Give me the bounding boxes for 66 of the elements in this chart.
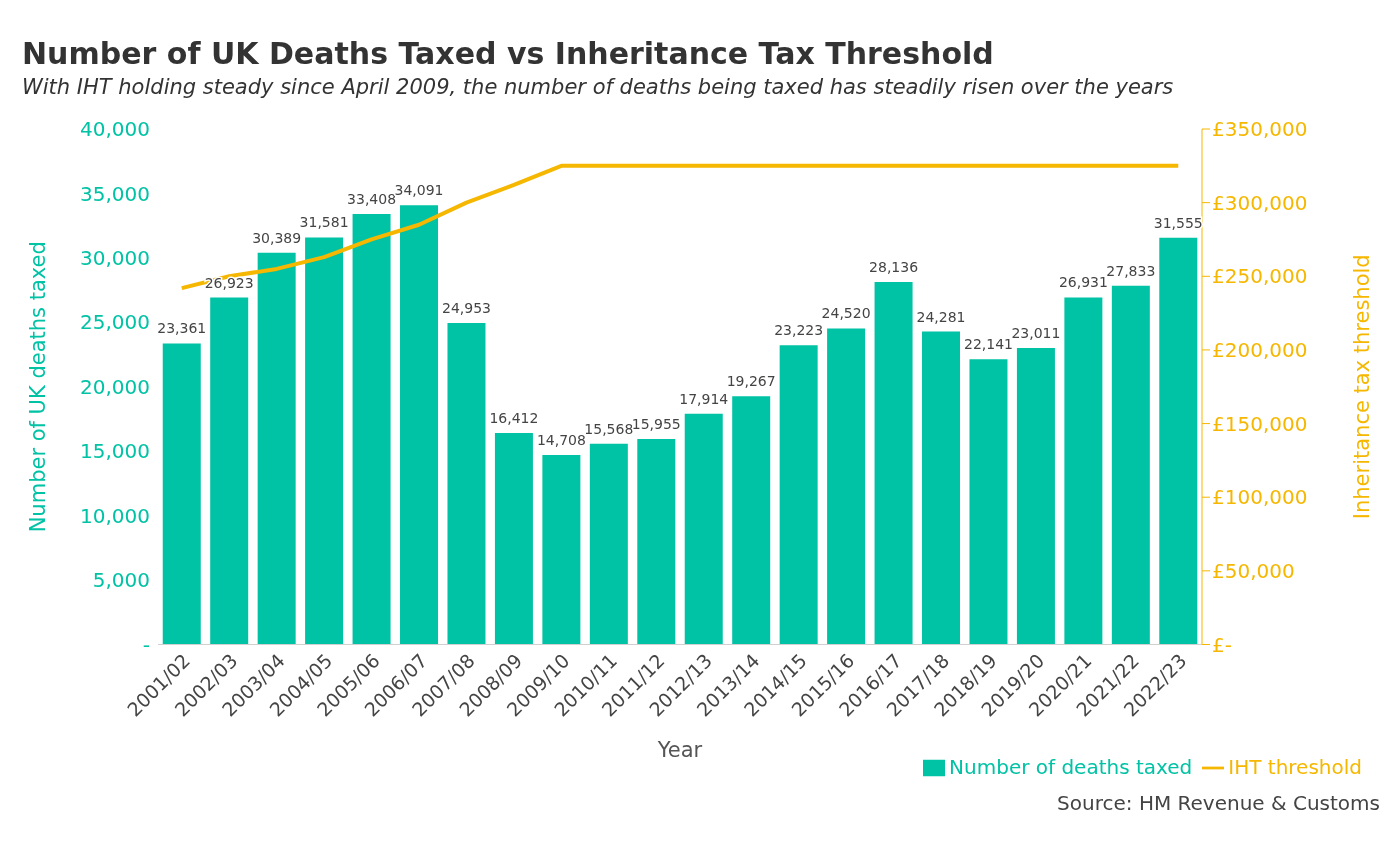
y-axis-title: Number of UK deaths taxed — [26, 241, 51, 533]
bar — [827, 328, 866, 645]
y2-tick-label: £- — [1212, 632, 1232, 657]
y2-tick-label: £200,000 — [1212, 338, 1308, 363]
data-label: 22,141 — [963, 336, 1013, 353]
y2-axis-title: Inheritance tax threshold — [1350, 254, 1375, 520]
data-label: 17,914 — [679, 390, 729, 407]
bar — [874, 281, 913, 645]
y2-tick-label: £350,000 — [1212, 117, 1308, 142]
bar — [1064, 297, 1103, 645]
data-label: 14,708 — [536, 431, 586, 448]
bar — [494, 432, 533, 645]
data-label: 31,581 — [299, 214, 349, 231]
y-tick-label: 25,000 — [80, 310, 150, 335]
data-label: 28,136 — [869, 258, 919, 275]
bar — [1159, 237, 1198, 645]
data-label: 23,223 — [774, 322, 824, 339]
bar — [589, 443, 628, 645]
data-label: 23,361 — [157, 320, 207, 337]
y-tick-label: 30,000 — [80, 245, 150, 270]
bar — [447, 322, 486, 645]
bar — [542, 454, 581, 645]
data-label: 26,931 — [1058, 274, 1108, 291]
y2-tick-label: £50,000 — [1212, 558, 1295, 583]
data-label: 27,833 — [1106, 262, 1156, 279]
data-label: 23,011 — [1011, 324, 1061, 341]
y2-tick-label: £250,000 — [1212, 264, 1308, 289]
bar — [922, 331, 961, 645]
bar — [779, 345, 818, 645]
bar — [352, 213, 391, 645]
data-label: 24,281 — [916, 308, 966, 325]
data-label: 26,923 — [204, 274, 254, 291]
bar — [732, 396, 771, 645]
y-tick-label: 15,000 — [80, 439, 150, 464]
y2-tick-label: £150,000 — [1212, 411, 1308, 436]
bar — [969, 359, 1008, 645]
source-note: Source: HM Revenue & Customs — [1056, 791, 1381, 815]
legend-label: Number of deaths taxed — [949, 754, 1193, 779]
y-tick-label: 35,000 — [80, 181, 150, 206]
y-tick-label: 40,000 — [80, 117, 150, 142]
bar — [637, 438, 676, 645]
y-tick-label: 10,000 — [80, 503, 150, 528]
bar — [257, 252, 296, 645]
bar — [1111, 285, 1150, 645]
data-label: 24,520 — [821, 305, 871, 322]
legend-label: IHT threshold — [1228, 754, 1362, 779]
data-label: 34,091 — [394, 182, 444, 199]
bar — [210, 297, 249, 645]
bar — [162, 343, 201, 645]
data-label: 16,412 — [489, 409, 539, 426]
bar — [1016, 347, 1055, 645]
data-label: 15,568 — [584, 420, 634, 437]
chart-subtitle: With IHT holding steady since April 2009, the number of deaths being taxed has steadily risen over the years — [21, 74, 1175, 99]
data-label: 19,267 — [726, 373, 776, 390]
y-tick-label: - — [142, 632, 150, 657]
bar — [400, 205, 439, 645]
bar — [305, 237, 344, 645]
data-label: 30,389 — [252, 229, 302, 246]
chart-title: Number of UK Deaths Taxed vs Inheritance Tax Threshold — [21, 35, 995, 71]
bar — [684, 413, 723, 645]
data-label: 24,953 — [441, 299, 491, 316]
x-axis-title: Year — [656, 737, 703, 762]
y2-tick-label: £100,000 — [1212, 485, 1308, 510]
y-tick-label: 5,000 — [92, 568, 150, 593]
y2-tick-label: £300,000 — [1212, 190, 1308, 215]
y-tick-label: 20,000 — [80, 374, 150, 399]
